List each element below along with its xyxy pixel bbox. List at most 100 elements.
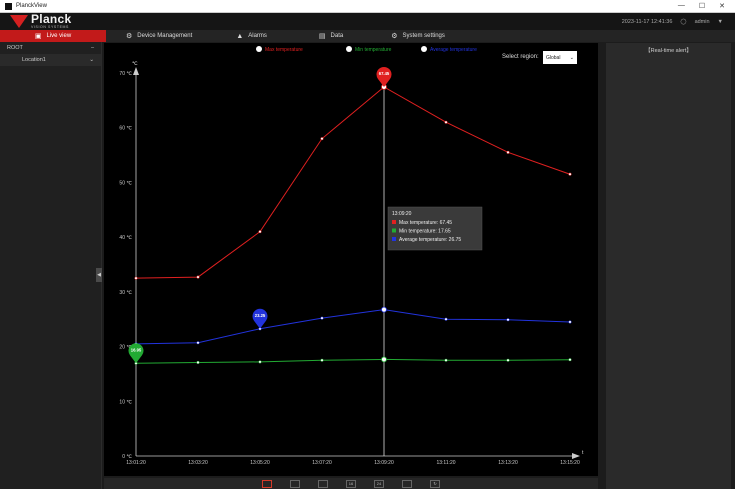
- user-icon: ◯: [680, 18, 687, 25]
- data-point: [568, 172, 572, 176]
- data-point: [506, 150, 510, 154]
- planck-logo: Planck VISION SYSTEMS: [10, 13, 72, 30]
- value-pin-icon: [376, 66, 392, 87]
- nav-device-management[interactable]: ⚙ Device Management: [112, 30, 206, 42]
- y-tick-label: 10 ℃: [119, 399, 132, 405]
- layout-toolbar: 16 24 ↻: [104, 478, 598, 489]
- layout-16-button[interactable]: 16: [346, 479, 356, 488]
- x-tick-label: 13:07:20: [312, 460, 332, 466]
- nav-label: Device Management: [137, 33, 193, 39]
- x-tick-label: 13:05:20: [250, 460, 270, 466]
- sidebar-collapse-handle[interactable]: ◀: [96, 268, 102, 282]
- data-point: [444, 317, 448, 321]
- data-point: [568, 320, 572, 324]
- crosshair-point: [381, 356, 387, 363]
- layout-24-button[interactable]: 24: [374, 479, 384, 488]
- layout-1-button[interactable]: [290, 479, 300, 488]
- app-header: Planck VISION SYSTEMS 2023-11-17 12:41:3…: [0, 13, 735, 30]
- pin-label: 23.25: [255, 313, 266, 318]
- data-point: [320, 358, 324, 362]
- close-button[interactable]: ✕: [719, 3, 725, 10]
- logo-mark-icon: [10, 15, 28, 28]
- app-icon: [5, 2, 12, 10]
- x-tick-label: 13:15:20: [560, 460, 580, 466]
- nav-live-view[interactable]: ▣ Live view: [0, 30, 106, 42]
- x-tick-label: 13:13:20: [498, 460, 518, 466]
- pin-label: 67.45: [379, 71, 390, 76]
- refresh-button[interactable]: ↻: [430, 479, 440, 488]
- data-point: [444, 358, 448, 362]
- x-tick-label: 13:03:20: [188, 460, 208, 466]
- data-point: [258, 230, 262, 234]
- window-title: PlanckView: [16, 3, 47, 9]
- series-line: [135, 358, 571, 364]
- chevron-down-icon: ⌄: [569, 54, 574, 61]
- temperature-chart: Max temperature Min temperature Average te…: [119, 46, 584, 466]
- user-name[interactable]: admin: [694, 18, 710, 25]
- alarm-icon: ▲: [236, 32, 244, 40]
- y-tick-label: 70 ℃: [119, 71, 132, 77]
- device-tree-sidebar: ROOT – Location1 ⌄: [0, 42, 102, 489]
- series-line: [135, 309, 571, 345]
- x-axis-unit: t: [582, 450, 584, 456]
- region-label: Select region:: [502, 54, 539, 60]
- y-tick-label: 20 ℃: [119, 345, 132, 351]
- data-point: [258, 360, 262, 364]
- fit-screen-button[interactable]: [402, 479, 412, 488]
- y-axis-arrow-icon: [133, 67, 139, 75]
- series-line: [135, 86, 571, 279]
- tooltip-swatch: [392, 228, 396, 233]
- tooltip-row: Max temperature: 67.45: [399, 220, 452, 226]
- layout-4-button[interactable]: [318, 479, 328, 488]
- data-point: [196, 275, 200, 279]
- y-tick-label: 30 ℃: [119, 290, 132, 296]
- legend-label: Average temperature: [430, 47, 477, 53]
- nav-data[interactable]: ▤ Data: [305, 30, 357, 42]
- y-tick-label: 0 ℃: [122, 454, 132, 460]
- tooltip-row: Min temperature: 17.65: [399, 229, 451, 235]
- nav-system-settings[interactable]: ⚙ System settings: [377, 30, 459, 42]
- nav-alarms[interactable]: ▲ Alarms: [222, 30, 281, 42]
- tree-node-root[interactable]: ROOT –: [0, 42, 101, 54]
- tree-node-location[interactable]: Location1 ⌄: [0, 54, 101, 66]
- data-point: [196, 360, 200, 364]
- nav-label: Live view: [46, 33, 72, 39]
- logo-name: Planck: [31, 12, 72, 27]
- legend-label: Min temperature: [355, 47, 392, 53]
- region-select[interactable]: Global ⌄: [543, 51, 577, 64]
- y-axis-unit: ℃: [132, 61, 138, 67]
- logo-subtitle: VISION SYSTEMS: [31, 25, 69, 30]
- real-time-alert-title: 【Real-time alert】: [645, 48, 692, 54]
- x-tick-label: 13:09:20: [374, 460, 394, 466]
- y-tick-label: 60 ℃: [119, 126, 132, 132]
- data-point: [320, 137, 324, 141]
- x-axis-arrow-icon: [572, 453, 580, 459]
- tooltip-swatch: [392, 220, 396, 224]
- data-point: [134, 276, 138, 280]
- crosshair-point: [381, 306, 387, 313]
- data-point: [444, 120, 448, 124]
- legend-marker: [256, 46, 262, 52]
- user-menu-caret-icon[interactable]: ▼: [717, 18, 723, 25]
- tooltip-swatch: [392, 237, 396, 241]
- data-point: [320, 316, 324, 320]
- data-icon: ▤: [318, 33, 326, 40]
- real-time-alert-panel: 【Real-time alert】: [606, 43, 731, 489]
- maximize-button[interactable]: ☐: [698, 3, 706, 10]
- layout-1x1-button[interactable]: [262, 479, 272, 488]
- nav-label: System settings: [402, 33, 445, 39]
- value-pin-icon: [252, 308, 268, 329]
- chevron-down-icon[interactable]: ⌄: [89, 57, 94, 63]
- legend-label: Max temperature: [265, 47, 303, 53]
- minimize-button[interactable]: —: [677, 2, 685, 9]
- tooltip-row: Average temperature: 26.75: [399, 237, 461, 243]
- data-point: [506, 358, 510, 362]
- tooltip-time: 13:09:20: [392, 211, 412, 217]
- collapse-icon[interactable]: –: [90, 45, 94, 51]
- pin-label: 16.95: [131, 347, 142, 352]
- data-point: [506, 318, 510, 322]
- data-point: [568, 358, 572, 362]
- x-tick-label: 13:01:20: [126, 460, 146, 466]
- window-titlebar: PlanckView — ☐ ✕: [0, 0, 735, 13]
- live-view-icon: ▣: [34, 33, 42, 40]
